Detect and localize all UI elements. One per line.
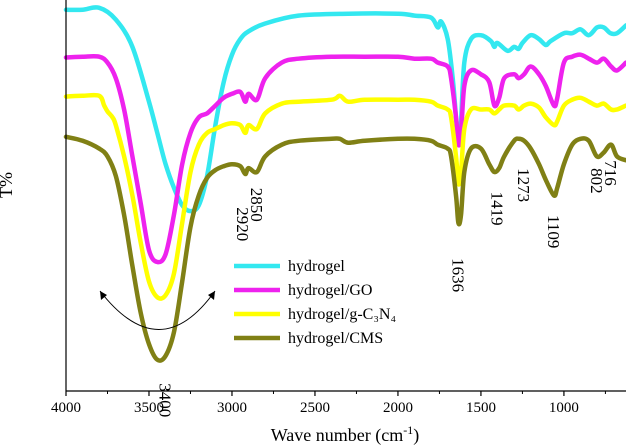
x-tick-label: 3000: [217, 400, 247, 416]
series-layer: [63, 5, 626, 363]
x-tick-label: 4000: [51, 400, 81, 416]
series-line-2: [63, 52, 626, 265]
peak-label-1109: 1109: [544, 215, 563, 248]
arrow-head-left: [100, 291, 107, 300]
series-line-4: [63, 134, 626, 363]
peak-label-1636: 1636: [448, 258, 467, 292]
arrow-head-right: [208, 291, 215, 300]
x-tick-label: 1500: [466, 400, 496, 416]
peak-label-1273: 1273: [514, 168, 533, 202]
y-axis-label: T%: [0, 172, 16, 198]
legend-label-1: hydrogel: [288, 258, 345, 275]
series-line-1: [63, 5, 626, 214]
axes-layer: 4000 3500 3000 2500 2000 1500 1000: [51, 0, 626, 416]
curved-arrow: [99, 290, 216, 330]
x-tick-label: 3500: [134, 400, 164, 416]
series-line-3: [63, 92, 626, 301]
legend: hydrogel hydrogel/GO hydrogel/g-C₃N₄ hydrog…: [234, 258, 396, 347]
peak-label-1419: 1419: [488, 192, 507, 226]
peak-label-3400: 3400: [156, 383, 175, 417]
legend-label-4: hydrogel/CMS: [288, 330, 383, 347]
peak-label-2920: 2920: [233, 207, 252, 241]
x-axis-label: Wave number (cm-1): [271, 423, 420, 446]
x-tick-label: 1000: [549, 400, 579, 416]
x-tick-label: 2000: [383, 400, 413, 416]
legend-label-2: hydrogel/GO: [288, 282, 372, 299]
x-tick-label: 2500: [300, 400, 330, 416]
peak-label-2850: 2850: [247, 188, 266, 222]
peak-label-802: 802: [587, 168, 606, 194]
peak-label-716: 716: [601, 160, 620, 186]
legend-label-3: hydrogel/g-C₃N₄: [288, 306, 396, 323]
